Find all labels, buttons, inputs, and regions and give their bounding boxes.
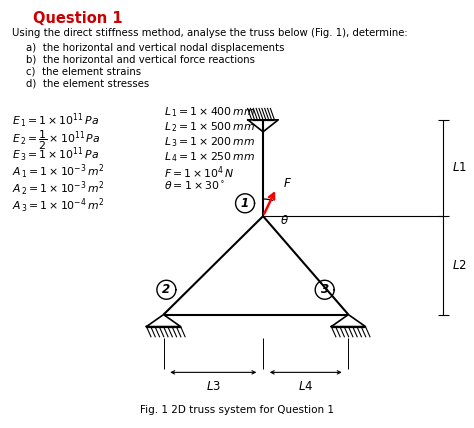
Text: $A_{\,2} = 1\times10^{-3}\,m^2$: $A_{\,2} = 1\times10^{-3}\,m^2$ [12, 180, 104, 198]
Text: $A_{\,3} = 1\times10^{-4}\,m^2$: $A_{\,3} = 1\times10^{-4}\,m^2$ [12, 197, 104, 215]
Text: $L_{\,1} = 1\times400\,mm$: $L_{\,1} = 1\times400\,mm$ [164, 105, 255, 119]
Text: 2: 2 [162, 283, 171, 296]
Text: $L4$: $L4$ [298, 380, 313, 393]
Text: $L2$: $L2$ [452, 259, 466, 272]
Text: $E_{\,3} = 1\times10^{11}\,Pa$: $E_{\,3} = 1\times10^{11}\,Pa$ [12, 146, 99, 164]
Text: $\theta$: $\theta$ [280, 214, 289, 227]
Text: $L_{\,2} = 1\times500\,mm$: $L_{\,2} = 1\times500\,mm$ [164, 120, 255, 134]
Text: d)  the element stresses: d) the element stresses [26, 79, 149, 89]
Text: b)  the horizontal and vertical force reactions: b) the horizontal and vertical force rea… [26, 55, 255, 65]
Text: $\theta = 1\times30^\circ$: $\theta = 1\times30^\circ$ [164, 180, 225, 192]
Text: 3: 3 [320, 283, 329, 296]
Text: $L_{\,3} = 1\times200\,mm$: $L_{\,3} = 1\times200\,mm$ [164, 135, 255, 149]
Text: $L_{\,4} = 1\times250\,mm$: $L_{\,4} = 1\times250\,mm$ [164, 150, 255, 163]
Text: $E_{\,1} = 1\times10^{11}\,Pa$: $E_{\,1} = 1\times10^{11}\,Pa$ [12, 111, 99, 130]
Text: $L1$: $L1$ [452, 161, 466, 175]
Text: $A_{\,1} = 1\times10^{-3}\,m^2$: $A_{\,1} = 1\times10^{-3}\,m^2$ [12, 163, 104, 181]
Text: $E_{\,2} = \dfrac{1}{2}\times10^{11}\,Pa$: $E_{\,2} = \dfrac{1}{2}\times10^{11}\,Pa… [12, 128, 100, 152]
Text: c)  the element strains: c) the element strains [26, 67, 141, 77]
Text: $F$: $F$ [283, 177, 292, 190]
Text: Question 1: Question 1 [33, 11, 123, 26]
Text: $L3$: $L3$ [206, 380, 221, 393]
Text: 1: 1 [241, 197, 249, 210]
Text: $F = 1\times10^4\,N$: $F = 1\times10^4\,N$ [164, 165, 234, 181]
Text: Fig. 1 2D truss system for Question 1: Fig. 1 2D truss system for Question 1 [140, 405, 334, 415]
Text: a)  the horizontal and vertical nodal displacements: a) the horizontal and vertical nodal dis… [26, 43, 284, 53]
Text: Using the direct stiffness method, analyse the truss below (Fig. 1), determine:: Using the direct stiffness method, analy… [12, 28, 408, 38]
